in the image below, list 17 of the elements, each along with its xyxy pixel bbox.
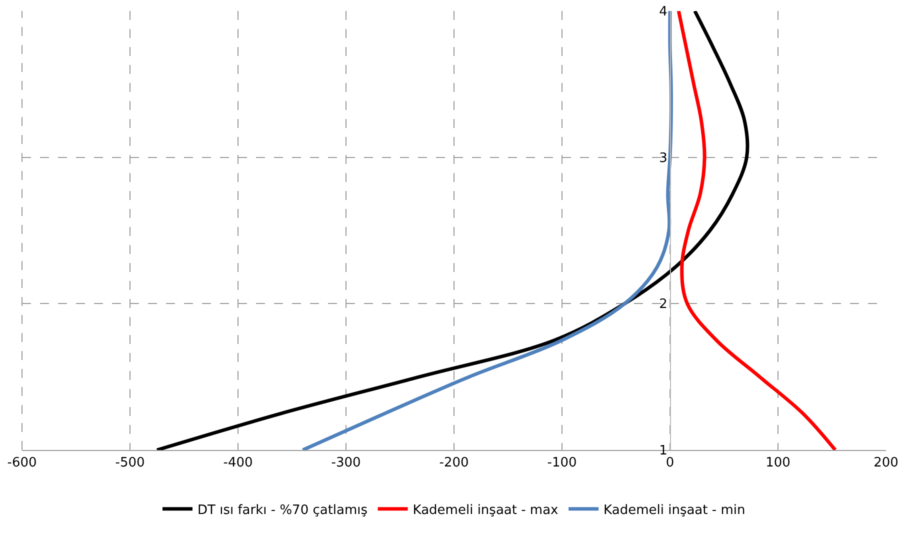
x-tick-label: -100 bbox=[547, 456, 577, 471]
legend-label: Kademeli inşaat - min bbox=[604, 502, 746, 518]
x-tick-label: -600 bbox=[7, 456, 37, 471]
y-tick-label: 4 bbox=[659, 4, 668, 20]
legend-label: DT ısı farkı - %70 çatlamış bbox=[198, 502, 368, 518]
y-tick-label: 2 bbox=[659, 297, 668, 312]
y-tick-label: 3 bbox=[659, 150, 668, 166]
x-tick-label: 0 bbox=[666, 456, 674, 471]
x-tick-label: -500 bbox=[115, 456, 145, 471]
x-tick-label: -300 bbox=[331, 456, 361, 471]
y-tick-label: 1 bbox=[659, 444, 668, 459]
x-tick-label: -400 bbox=[223, 456, 253, 471]
x-tick-label: 200 bbox=[874, 456, 898, 471]
x-tick-label: 100 bbox=[766, 456, 790, 471]
legend-label: Kademeli inşaat - max bbox=[412, 502, 559, 518]
x-tick-label: -200 bbox=[439, 456, 469, 471]
line-series bbox=[676, 11, 837, 450]
